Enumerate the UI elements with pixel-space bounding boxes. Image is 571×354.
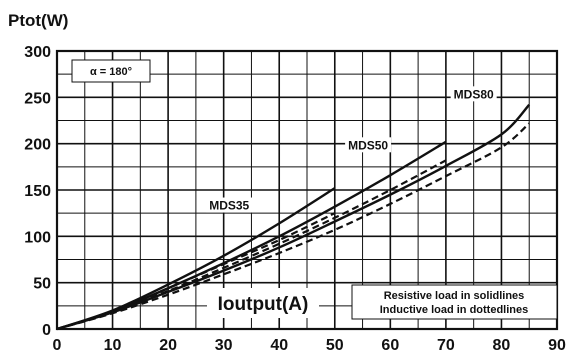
series-label-mds35: MDS35 bbox=[209, 199, 249, 213]
annotation-box bbox=[71, 59, 151, 83]
x-tick-label: 0 bbox=[53, 337, 62, 354]
x-tick-label: 90 bbox=[548, 337, 566, 354]
x-tick-label: 20 bbox=[159, 337, 177, 354]
y-tick-label: 100 bbox=[24, 229, 51, 246]
series-label-mds50: MDS50 bbox=[348, 138, 388, 152]
annotation-text: α = 180° bbox=[90, 66, 132, 78]
y-axis-title: Ptot(W) bbox=[8, 11, 68, 30]
series-line-mds80-inductive bbox=[56, 122, 530, 331]
x-tick-label: 10 bbox=[104, 337, 122, 354]
labels-group: MDS35 MDS50 MDS80 bbox=[206, 86, 497, 213]
x-tick-label: 70 bbox=[437, 337, 455, 354]
legend-line-solid: Resistive load in solidlines bbox=[384, 290, 525, 302]
y-tick-label: 0 bbox=[42, 322, 51, 339]
x-axis-title-box bbox=[207, 288, 319, 318]
series-label-bg bbox=[450, 86, 497, 102]
series-label-mds80: MDS80 bbox=[454, 87, 494, 101]
x-tick-label: 40 bbox=[270, 337, 288, 354]
y-tick-label: 50 bbox=[33, 276, 51, 293]
grid bbox=[55, 49, 559, 331]
x-tick-label: 60 bbox=[381, 337, 399, 354]
x-tick-label: 50 bbox=[326, 337, 344, 354]
x-tick-label: 80 bbox=[493, 337, 511, 354]
plot-frame bbox=[55, 49, 559, 331]
tick-labels: 0 10 20 30 40 50 60 70 80 90 0 50 100 150 200 250 300 bbox=[24, 44, 566, 354]
legend-line-dotted: Inductive load in dottedlines bbox=[380, 304, 529, 316]
y-tick-label: 200 bbox=[24, 137, 51, 154]
y-tick-label: 300 bbox=[24, 44, 51, 61]
series-label-bg bbox=[345, 137, 392, 153]
series-label-bg bbox=[206, 197, 253, 213]
y-tick-label: 250 bbox=[24, 90, 51, 107]
series-group bbox=[56, 103, 531, 331]
legend-box bbox=[351, 284, 558, 320]
x-axis-title: Ioutput(A) bbox=[218, 294, 309, 315]
y-tick-label: 150 bbox=[24, 183, 51, 200]
series-line-mds50-inductive bbox=[56, 159, 447, 331]
series-line-mds80-resistive bbox=[56, 103, 531, 331]
x-tick-label: 30 bbox=[215, 337, 233, 354]
